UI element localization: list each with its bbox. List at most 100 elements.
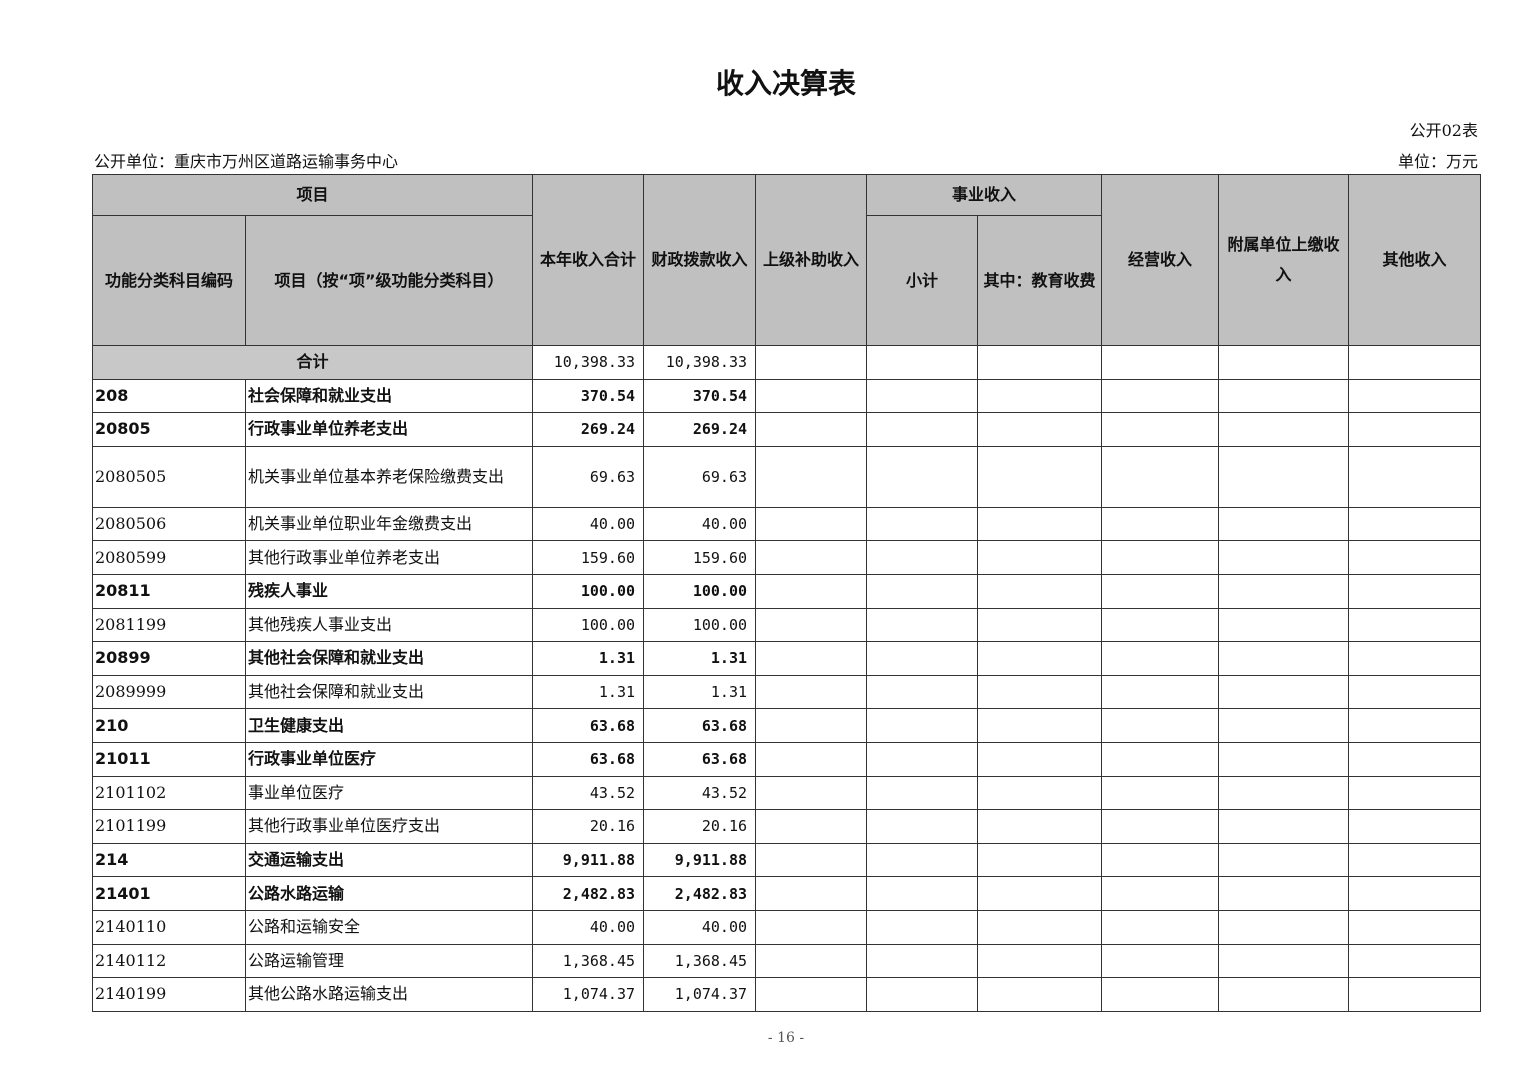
code-cell: 20805 [92,412,246,447]
table-row: 2089999 其他社会保障和就业支出 1.31 1.31 [92,674,1482,710]
empty-cell [1101,674,1220,710]
total-cell: 269.24 [532,412,645,447]
empty-cell [866,809,979,844]
empty-cell [1218,909,1350,945]
empty-cell [866,708,979,743]
total-cell: 100.00 [532,607,645,643]
empty-cell [977,573,1103,609]
empty-cell [755,909,868,945]
table-row: 2080506 机关事业单位职业年金缴费支出 40.00 40.00 [92,506,1482,542]
empty-cell [1348,708,1482,743]
total-cell: 40.00 [532,506,645,542]
empty-cell [1101,977,1220,1012]
page-number: - 16 - [767,1030,805,1046]
empty-cell [1101,412,1220,447]
empty-cell [977,412,1103,447]
code-cell: 2140199 [92,977,246,1012]
code-cell: 2089999 [92,674,246,710]
fiscal-cell: 20.16 [643,809,757,844]
empty-cell [1348,674,1482,710]
fiscal-cell: 2,482.83 [643,876,757,911]
name-cell: 其他残疾人事业支出 [244,607,534,643]
empty-cell [1101,378,1220,414]
empty-cell [755,674,868,710]
fiscal-cell: 1.31 [643,641,757,676]
empty-cell [866,573,979,609]
name-cell: 残疾人事业 [244,573,534,609]
fiscal-cell: 9,911.88 [643,842,757,878]
empty-cell [1101,909,1220,945]
empty-cell [1101,809,1220,844]
empty-cell [755,445,868,508]
empty-cell [1101,445,1220,508]
code-cell: 21011 [92,741,246,777]
empty-cell [977,674,1103,710]
empty-cell [1348,809,1482,844]
empty-cell [1218,641,1350,676]
fiscal-cell: 100.00 [643,607,757,643]
empty-cell [1348,506,1482,542]
header-subtotal: 小计 [866,215,979,346]
empty-cell [977,741,1103,777]
empty-cell [1348,412,1482,447]
fiscal-cell: 159.60 [643,540,757,575]
total-cell: 1.31 [532,674,645,710]
code-cell: 2140112 [92,943,246,979]
empty-cell [1348,445,1482,508]
empty-cell [866,641,979,676]
total-cell: 69.63 [532,445,645,508]
empty-cell [1218,876,1350,911]
header-superior: 上级补助收入 [755,174,868,346]
empty-cell [755,775,868,811]
fiscal-cell: 69.63 [643,445,757,508]
empty-cell [1101,708,1220,743]
table-row: 2140112 公路运输管理 1,368.45 1,368.45 [92,943,1482,979]
empty-cell [977,775,1103,811]
code-cell: 2080599 [92,540,246,575]
empty-cell [866,741,979,777]
table-row: 20899 其他社会保障和就业支出 1.31 1.31 [92,641,1482,676]
empty-cell [977,876,1103,911]
empty-cell [1348,876,1482,911]
empty-cell [755,876,868,911]
code-cell: 20811 [92,573,246,609]
total-cell: 100.00 [532,573,645,609]
total-cell: 1.31 [532,641,645,676]
empty-cell [977,943,1103,979]
name-cell: 交通运输支出 [244,842,534,878]
total-cell: 40.00 [532,909,645,945]
empty-cell [1218,708,1350,743]
header-name: 项目（按“项”级功能分类科目） [244,215,534,346]
name-cell: 其他行政事业单位医疗支出 [244,809,534,844]
organization: 公开单位：重庆市万州区道路运输事务中心 [94,152,399,171]
code-cell: 214 [92,842,246,878]
empty-cell [1218,842,1350,878]
empty-cell [977,607,1103,643]
empty-cell [755,977,868,1012]
empty-cell [977,445,1103,508]
empty-cell [866,506,979,542]
empty-cell [866,909,979,945]
fiscal-cell: 370.54 [643,378,757,414]
name-cell: 公路水路运输 [244,876,534,911]
total-cell: 2,482.83 [532,876,645,911]
name-cell: 其他公路水路运输支出 [244,977,534,1012]
empty-cell [755,641,868,676]
header-other: 其他收入 [1348,174,1482,346]
empty-cell [1348,641,1482,676]
name-cell: 事业单位医疗 [244,775,534,811]
total-fiscal: 10,398.33 [643,345,757,380]
empty-cell [1218,775,1350,811]
empty-cell [755,943,868,979]
table-row: 2080599 其他行政事业单位养老支出 159.60 159.60 [92,540,1482,575]
fiscal-cell: 40.00 [643,506,757,542]
header-code: 功能分类科目编码 [92,215,246,346]
empty-cell [1218,809,1350,844]
empty-cell [1348,741,1482,777]
total-row: 合计 10,398.33 10,398.33 [91,345,1482,380]
name-cell: 机关事业单位职业年金缴费支出 [244,506,534,542]
code-cell: 2101102 [92,775,246,811]
empty-cell [1218,977,1350,1012]
table-number: 公开02表 [1409,121,1478,140]
empty-cell [866,445,979,508]
